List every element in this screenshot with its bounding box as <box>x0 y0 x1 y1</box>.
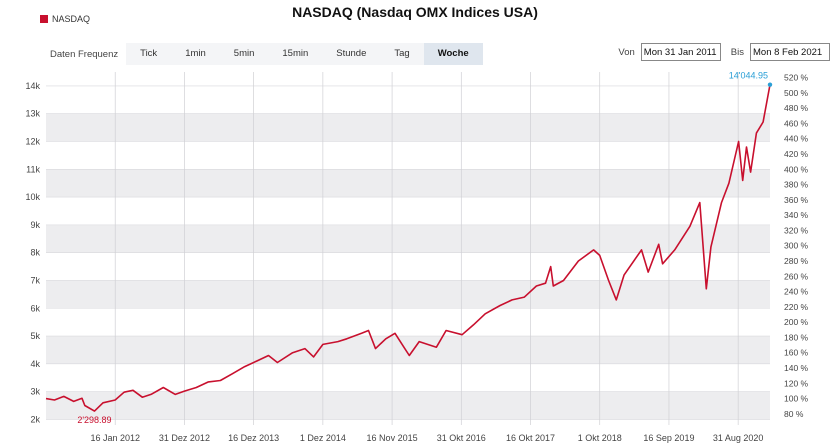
x-tick-label: 16 Dez 2013 <box>228 433 279 443</box>
tab-tick[interactable]: Tick <box>126 43 172 65</box>
x-tick-label: 31 Okt 2016 <box>437 433 486 443</box>
y-tick-label: 8k <box>30 248 40 258</box>
y-tick-label: 14k <box>25 81 40 91</box>
tab-woche[interactable]: Woche <box>423 43 483 65</box>
grid-band <box>46 169 770 198</box>
y-tick-label: 12k <box>25 136 40 146</box>
tab-1min[interactable]: 1min <box>171 43 220 65</box>
tab-tag[interactable]: Tag <box>380 43 424 65</box>
date-range: Von Bis <box>608 43 830 61</box>
grid-band <box>46 224 770 253</box>
last-value-label: 14'044.95 <box>729 71 768 81</box>
y2-tick-label: 460 % <box>784 118 809 128</box>
y2-tick-label: 400 % <box>784 164 809 174</box>
x-tick-label: 1 Okt 2018 <box>578 433 622 443</box>
y2-tick-label: 500 % <box>784 88 809 98</box>
y2-tick-label: 360 % <box>784 195 809 205</box>
x-tick-label: 31 Aug 2020 <box>713 433 764 443</box>
y2-tick-label: 180 % <box>784 332 809 342</box>
y2-tick-label: 200 % <box>784 317 809 327</box>
y-tick-label: 4k <box>30 359 40 369</box>
y2-tick-label: 380 % <box>784 180 809 190</box>
y-tick-label: 6k <box>30 303 40 313</box>
last-value-marker <box>767 82 773 87</box>
y2-tick-label: 220 % <box>784 302 809 312</box>
x-tick-label: 16 Sep 2019 <box>643 433 694 443</box>
grid-band <box>46 336 770 364</box>
x-tick-label: 16 Okt 2017 <box>506 433 555 443</box>
y2-tick-label: 120 % <box>784 378 809 388</box>
y-tick-label: 7k <box>30 275 40 285</box>
grid-band <box>46 391 770 420</box>
y-tick-label: 2k <box>30 414 40 424</box>
series-line-nasdaq <box>45 84 771 412</box>
y-tick-label: 9k <box>30 220 40 230</box>
x-tick-label: 1 Dez 2014 <box>300 433 346 443</box>
y2-tick-label: 520 % <box>784 73 809 83</box>
y2-tick-label: 80 % <box>784 409 804 419</box>
grid-band <box>46 280 770 309</box>
frequency-toolbar: Daten Frequenz Tick 1min 5min 15min Stun… <box>44 42 483 66</box>
to-date-input[interactable] <box>750 43 830 61</box>
x-tick-label: 31 Dez 2012 <box>159 433 210 443</box>
y2-tick-label: 320 % <box>784 225 809 235</box>
frequency-label: Daten Frequenz <box>50 48 119 60</box>
y-tick-label: 10k <box>25 192 40 202</box>
y2-tick-label: 240 % <box>784 287 809 297</box>
y2-tick-label: 140 % <box>784 363 809 373</box>
to-label: Bis <box>730 46 744 58</box>
from-date-input[interactable] <box>640 43 721 61</box>
tab-15min[interactable]: 15min <box>268 43 323 65</box>
y-tick-label: 11k <box>26 164 40 174</box>
x-tick-label: 16 Jan 2012 <box>90 433 140 443</box>
y2-tick-label: 280 % <box>784 256 809 266</box>
from-label: Von <box>618 46 635 58</box>
min-value-label: 2'298.89 <box>77 415 111 425</box>
y2-tick-label: 440 % <box>784 134 809 144</box>
y2-tick-label: 260 % <box>784 271 809 281</box>
y2-tick-label: 420 % <box>784 149 809 159</box>
chart-title: NASDAQ (Nasdaq OMX Indices USA) <box>292 4 538 20</box>
y-tick-label: 5k <box>30 331 40 341</box>
legend: NASDAQ <box>40 14 90 24</box>
y-tick-label: 13k <box>25 109 40 119</box>
legend-label: NASDAQ <box>52 14 91 24</box>
tab-5min[interactable]: 5min <box>219 43 269 65</box>
y2-tick-label: 300 % <box>784 241 809 251</box>
y2-tick-label: 160 % <box>784 348 809 358</box>
legend-swatch <box>40 15 48 23</box>
y-tick-label: 3k <box>30 387 40 397</box>
y2-tick-label: 340 % <box>784 210 809 220</box>
tab-stunde[interactable]: Stunde <box>322 43 381 65</box>
x-tick-label: 16 Nov 2015 <box>367 433 418 443</box>
y2-tick-label: 480 % <box>784 103 809 113</box>
y2-tick-label: 100 % <box>784 394 809 404</box>
grid-band <box>46 113 770 142</box>
